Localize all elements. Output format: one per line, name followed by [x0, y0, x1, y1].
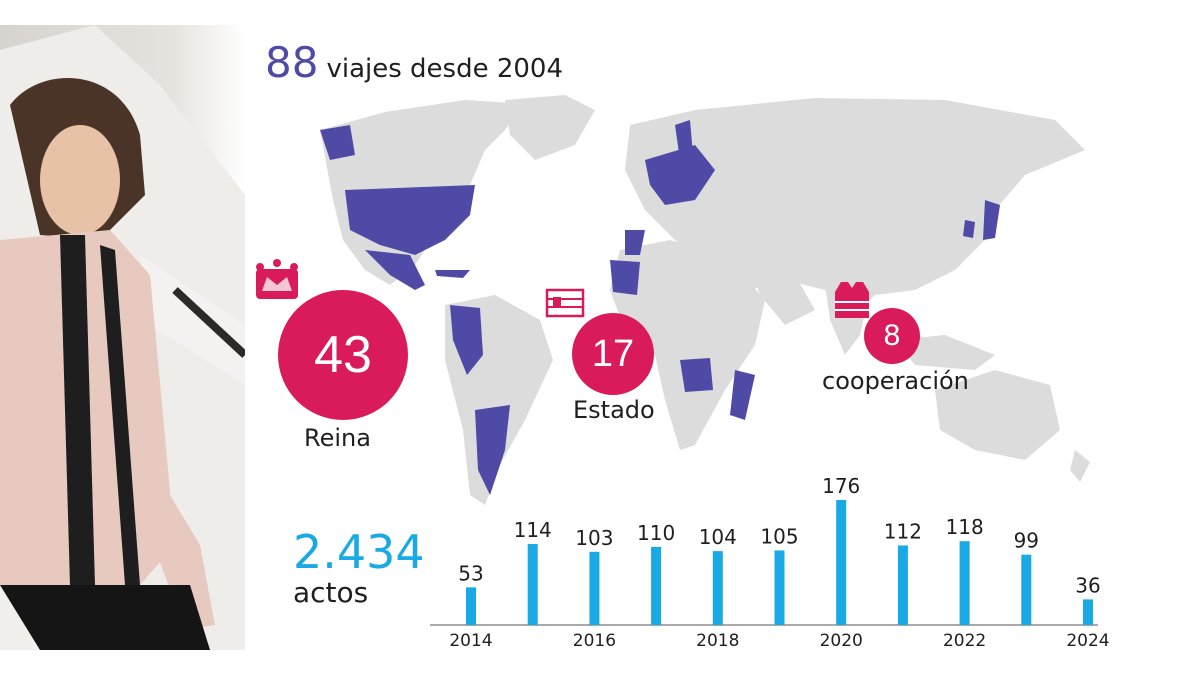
- trip-count: 88: [265, 38, 319, 87]
- bar-value-label-2019: 105: [760, 524, 798, 548]
- bar-2016: [589, 551, 600, 625]
- map-visited-countries: [320, 120, 1000, 495]
- bar-value-label-2024: 36: [1075, 573, 1100, 597]
- bar-2017: [651, 546, 662, 625]
- bubble-estado: 17: [572, 313, 654, 395]
- bar-value-label-2017: 110: [637, 521, 675, 545]
- vest-icon: [835, 282, 869, 318]
- bar-2019: [774, 550, 785, 625]
- bar-2023: [1021, 554, 1032, 625]
- cooperacion-label: cooperación: [822, 367, 969, 395]
- reina-label: Reina: [304, 424, 371, 452]
- bar-2020: [836, 500, 847, 625]
- bubble-reina: 43: [278, 290, 408, 420]
- photo-illustration: [0, 25, 245, 650]
- total-acts-label: actos: [293, 576, 369, 609]
- estado-label: Estado: [573, 396, 655, 424]
- x-tick-label-2018: 2018: [696, 631, 739, 651]
- bar-2014: [466, 587, 476, 625]
- bar-2021: [897, 545, 908, 625]
- estado-count: 17: [591, 332, 635, 375]
- crown-icon: [256, 259, 298, 299]
- bar-2015: [527, 544, 538, 625]
- headline-text: viajes desde 2004: [326, 54, 564, 84]
- world-map: [320, 95, 1090, 505]
- bar-2018: [712, 551, 723, 625]
- bar-value-label-2023: 99: [1014, 529, 1039, 553]
- bar-value-label-2022: 118: [946, 515, 984, 539]
- bubble-cooperacion: 8: [864, 308, 920, 364]
- x-tick-label-2016: 2016: [573, 631, 616, 651]
- bar-value-label-2021: 112: [884, 519, 922, 543]
- headline: 88 viajes desde 2004: [265, 38, 563, 87]
- bar-value-label-2020: 176: [822, 474, 860, 498]
- bar-value-label-2015: 114: [514, 518, 552, 542]
- x-tick-label-2022: 2022: [943, 631, 986, 651]
- x-tick-label-2020: 2020: [820, 631, 863, 651]
- reina-count: 43: [314, 326, 372, 384]
- cooperacion-count: 8: [883, 319, 901, 352]
- x-tick-label-2014: 2014: [449, 631, 492, 651]
- bar-value-label-2016: 103: [575, 526, 613, 550]
- bar-value-label-2018: 104: [699, 525, 737, 549]
- bar-2024: [1083, 599, 1093, 625]
- x-tick-label-2024: 2024: [1066, 631, 1109, 651]
- bar-2022: [959, 541, 970, 625]
- photo-queen: [0, 25, 245, 650]
- flag-icon: [545, 288, 585, 318]
- bar-value-label-2014: 53: [458, 561, 483, 585]
- total-acts: 2.434: [293, 525, 425, 579]
